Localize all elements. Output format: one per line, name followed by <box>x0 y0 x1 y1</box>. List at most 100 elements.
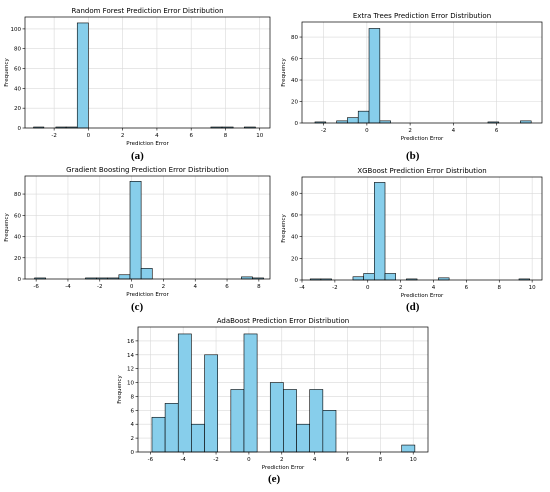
adaboost-y-tick-label-4: 8 <box>131 394 135 400</box>
adaboost-x-tick-label-4: 2 <box>280 457 284 463</box>
gradient-boosting-x-tick-label-5: 4 <box>193 284 197 290</box>
panel-label-d: (d) <box>406 301 420 313</box>
adaboost-axes-frame <box>137 326 429 453</box>
random-forest-x-axis-label: Prediction Error <box>126 141 169 147</box>
random-forest-y-tick-label-5: 100 <box>11 27 22 33</box>
extra-trees-x-tick-label-4: 6 <box>495 128 499 134</box>
random-forest-x-tick-label-0: -2 <box>51 133 56 139</box>
adaboost-bar-4 <box>204 354 218 453</box>
random-forest-y-tick-label-1: 20 <box>14 106 21 112</box>
extra-trees-y-tick-label-2: 40 <box>291 78 298 84</box>
gradient-boosting-x-tick-label-2: -2 <box>97 284 102 290</box>
extra-trees-bar-3 <box>357 110 370 124</box>
xgboost-x-tick-label-3: 2 <box>399 285 403 291</box>
xgboost-axes-frame <box>301 176 543 281</box>
random-forest-y-tick-label-3: 60 <box>14 67 21 73</box>
gradient-boosting-x-axis-label: Prediction Error <box>126 292 169 298</box>
extra-trees-y-tick-label-0: 0 <box>295 121 299 127</box>
xgboost-y-tick-label-3: 60 <box>291 213 298 219</box>
adaboost-x-tick-label-6: 6 <box>346 457 350 463</box>
adaboost-bar-5 <box>230 389 245 453</box>
extra-trees-x-tick-label-1: 0 <box>365 128 369 134</box>
xgboost-x-tick-label-4: 4 <box>432 285 436 291</box>
adaboost-bar-10 <box>309 389 324 453</box>
xgboost-x-tick-label-1: -2 <box>332 285 337 291</box>
random-forest-x-tick-label-6: 10 <box>256 133 263 139</box>
xgboost-x-tick-label-6: 8 <box>498 285 502 291</box>
gradient-boosting-y-tick-label-4: 80 <box>14 192 21 198</box>
adaboost-x-tick-label-3: 0 <box>247 457 251 463</box>
xgboost-bar-5 <box>384 273 396 281</box>
adaboost-y-tick-label-8: 16 <box>127 339 134 345</box>
gradient-boosting-x-tick-label-7: 8 <box>257 284 261 290</box>
gradient-boosting-x-tick-label-1: -4 <box>65 284 71 290</box>
extra-trees-bar-4 <box>368 28 381 124</box>
gradient-boosting-bar-4 <box>118 274 131 280</box>
extra-trees-y-axis-label: Frequency <box>281 58 287 87</box>
adaboost-bar-3 <box>191 423 205 453</box>
adaboost-bar-0 <box>151 416 166 453</box>
adaboost-y-axis-label: Frequency <box>117 375 123 404</box>
xgboost-x-tick-label-0: -4 <box>299 285 305 291</box>
random-forest-chart-title: Random Forest Prediction Error Distribut… <box>71 7 223 15</box>
adaboost-x-tick-label-2: -2 <box>213 457 218 463</box>
xgboost-x-axis-label: Prediction Error <box>401 293 444 299</box>
extra-trees-y-tick-label-3: 60 <box>291 57 298 63</box>
adaboost-chart-title: AdaBoost Prediction Error Distribution <box>217 317 350 325</box>
random-forest-y-tick-label-2: 40 <box>14 86 21 92</box>
random-forest-bar-3 <box>76 22 89 129</box>
xgboost-bar-3 <box>363 273 375 281</box>
adaboost-y-tick-label-3: 6 <box>131 408 135 414</box>
extra-trees-x-tick-label-0: -2 <box>321 128 326 134</box>
gradient-boosting-x-tick-label-4: 2 <box>162 284 166 290</box>
gradient-boosting-axes-frame <box>24 175 271 280</box>
random-forest-axes-frame <box>24 16 271 129</box>
adaboost-y-tick-label-5: 10 <box>127 381 134 387</box>
random-forest-x-tick-label-2: 2 <box>121 133 125 139</box>
gradient-boosting-y-tick-label-3: 60 <box>14 213 21 219</box>
adaboost-y-tick-label-7: 14 <box>127 353 134 359</box>
random-forest-x-tick-label-4: 6 <box>189 133 193 139</box>
adaboost-y-tick-label-6: 12 <box>127 367 134 373</box>
gradient-boosting-y-axis-label: Frequency <box>4 213 10 242</box>
xgboost-y-tick-label-2: 40 <box>291 235 298 241</box>
gradient-boosting-x-tick-label-6: 6 <box>225 284 229 290</box>
extra-trees-x-tick-label-3: 4 <box>452 128 456 134</box>
random-forest-y-axis-label: Frequency <box>4 58 10 87</box>
gradient-boosting-x-tick-label-0: -6 <box>33 284 39 290</box>
random-forest-x-tick-label-3: 4 <box>155 133 159 139</box>
gradient-boosting-y-tick-label-2: 40 <box>14 235 21 241</box>
chart-xgboost: -4 -2 0 2 4 6 8 10 0 20 40 60 80 XGBoost Prediction E… <box>281 167 543 299</box>
adaboost-bar-8 <box>283 389 297 453</box>
xgboost-y-tick-label-1: 20 <box>291 256 298 262</box>
adaboost-x-tick-label-7: 8 <box>379 457 383 463</box>
xgboost-y-axis-label: Frequency <box>281 214 287 243</box>
panel-label-c: (c) <box>131 301 144 313</box>
panel-label-b: (b) <box>406 150 420 162</box>
random-forest-y-tick-label-4: 80 <box>14 47 21 53</box>
panel-label-e: (e) <box>268 473 281 485</box>
random-forest-x-tick-label-5: 8 <box>224 133 228 139</box>
adaboost-x-tick-label-1: -4 <box>180 457 186 463</box>
gradient-boosting-bar-6 <box>140 268 153 280</box>
adaboost-bar-9 <box>296 423 310 453</box>
adaboost-bar-7 <box>269 382 284 453</box>
adaboost-y-tick-label-2: 4 <box>131 422 135 428</box>
adaboost-x-tick-label-8: 10 <box>410 457 417 463</box>
xgboost-bar-2 <box>352 276 364 281</box>
xgboost-x-tick-label-5: 6 <box>465 285 469 291</box>
extra-trees-axes-frame <box>301 21 543 124</box>
xgboost-bar-4 <box>374 182 386 281</box>
adaboost-bar-2 <box>177 333 192 453</box>
adaboost-y-tick-label-0: 0 <box>131 450 135 456</box>
adaboost-bar-1 <box>164 403 179 453</box>
xgboost-y-tick-label-0: 0 <box>295 278 299 284</box>
adaboost-x-axis-label: Prediction Error <box>262 465 305 471</box>
random-forest-x-tick-label-1: 0 <box>87 133 91 139</box>
adaboost-y-tick-label-1: 2 <box>131 436 135 442</box>
adaboost-bar-6 <box>243 333 258 453</box>
extra-trees-bar-2 <box>347 117 359 124</box>
